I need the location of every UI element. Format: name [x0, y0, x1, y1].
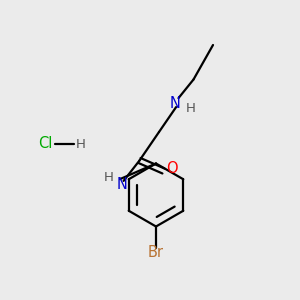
Text: Br: Br: [148, 245, 164, 260]
Text: N: N: [117, 177, 128, 192]
Text: H: H: [104, 171, 113, 184]
Text: N: N: [170, 96, 181, 111]
Text: H: H: [76, 137, 85, 151]
Text: Cl: Cl: [38, 136, 52, 152]
Text: O: O: [166, 161, 178, 176]
Text: H: H: [186, 102, 195, 116]
